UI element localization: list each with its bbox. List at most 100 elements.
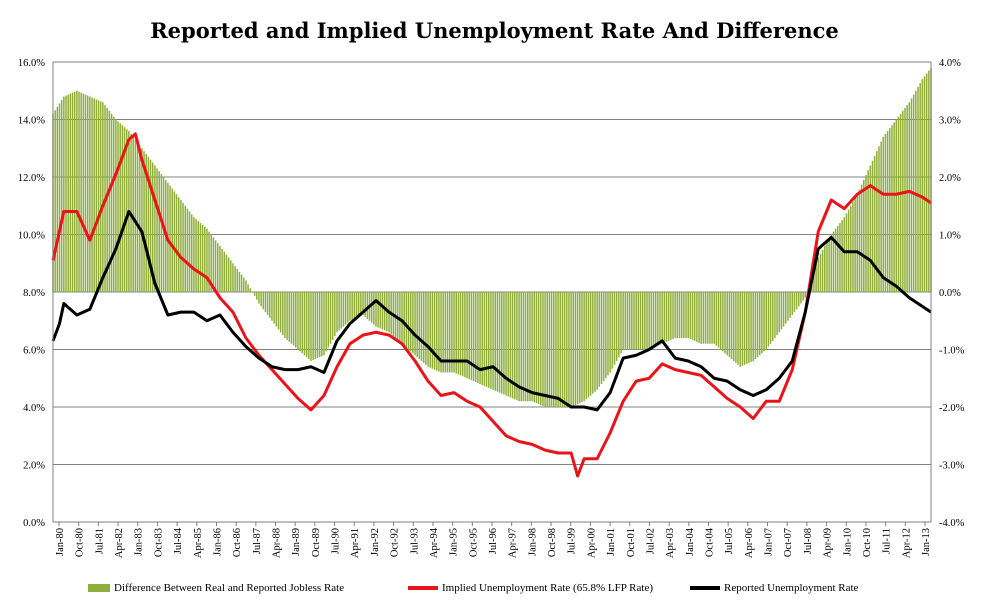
difference-bar (253, 292, 256, 296)
difference-bar (175, 194, 178, 292)
difference-bar (555, 292, 557, 407)
x-tick-label: Jul-02 (645, 528, 656, 554)
difference-bar (492, 292, 494, 390)
difference-bar (429, 292, 431, 368)
difference-bar (509, 292, 512, 398)
difference-bar (626, 292, 629, 350)
difference-bar (188, 211, 191, 292)
difference-bar (496, 292, 499, 392)
difference-bar (756, 292, 759, 358)
difference-bar (611, 292, 614, 369)
difference-bar (340, 292, 343, 329)
difference-bar (568, 292, 570, 407)
difference-bar (902, 110, 904, 293)
difference-bar (544, 292, 546, 407)
difference-bar (854, 198, 856, 292)
difference-bar (613, 292, 616, 365)
difference-bar (407, 292, 410, 350)
difference-bar (676, 292, 679, 338)
difference-bar (693, 292, 696, 341)
difference-bar (405, 292, 408, 348)
line-series (51, 132, 932, 478)
x-tick-label: Apr-00 (586, 528, 597, 558)
difference-bar (396, 292, 399, 340)
difference-bar (305, 292, 308, 358)
difference-bar (557, 292, 559, 407)
difference-bar (763, 292, 765, 352)
x-tick-label: Jan-80 (55, 528, 66, 556)
difference-bar (210, 234, 213, 292)
difference-bar (602, 292, 605, 382)
difference-bar (893, 122, 895, 293)
difference-bar (230, 260, 232, 293)
difference-bar (366, 292, 369, 319)
difference-bar (537, 292, 540, 405)
difference-bar (589, 292, 592, 396)
difference-bar (678, 292, 681, 338)
difference-bar (889, 128, 891, 293)
x-tick-label: Jul-93 (409, 528, 420, 554)
x-tick-label: Jan-07 (764, 528, 775, 556)
difference-bar (303, 292, 306, 356)
y-right-tick-label: -2.0% (939, 403, 965, 414)
x-tick-label: Jan-13 (921, 528, 932, 556)
difference-bar (383, 292, 386, 331)
difference-bar (123, 127, 126, 292)
difference-bar (136, 142, 139, 292)
difference-bar (520, 292, 523, 402)
difference-bar (208, 231, 210, 293)
difference-bar (906, 105, 908, 293)
difference-bar (487, 292, 490, 388)
difference-bar (813, 270, 815, 292)
difference-bar (331, 292, 334, 340)
difference-bar (748, 292, 750, 363)
difference-bar (481, 292, 484, 385)
difference-bar (401, 292, 403, 344)
difference-bar (711, 292, 713, 344)
difference-bar (245, 280, 247, 292)
difference-bar (190, 214, 193, 293)
y-right-tick-label: 0.0% (939, 288, 961, 299)
difference-bar (73, 91, 76, 293)
difference-bar (780, 292, 783, 330)
difference-bar (735, 292, 737, 363)
difference-bar (197, 221, 200, 292)
difference-bar (138, 145, 141, 293)
difference-bar (724, 292, 726, 354)
difference-bar (477, 292, 479, 384)
x-tick-label: Oct-95 (468, 528, 479, 557)
difference-bar (89, 96, 91, 292)
difference-bar (290, 292, 293, 344)
difference-bar (553, 292, 555, 407)
difference-bar (212, 237, 215, 293)
difference-bar (680, 292, 683, 338)
difference-bar (416, 292, 418, 358)
difference-bar (58, 103, 61, 293)
difference-bar (279, 292, 282, 333)
difference-bar (219, 246, 221, 292)
difference-bar (193, 217, 195, 292)
difference-bar (702, 292, 705, 344)
axes: 0.0% 2.0% 4.0% 6.0% 8.0% 10.0% 12.0% 14.0% 16.0%… (18, 58, 965, 558)
difference-bar (158, 171, 160, 292)
difference-bar (501, 292, 503, 394)
difference-bar (533, 292, 536, 403)
difference-bar (269, 292, 271, 318)
difference-bar (284, 292, 286, 338)
x-tick-label: Jul-05 (724, 528, 735, 554)
difference-bar (654, 292, 657, 347)
x-tick-label: Oct-83 (153, 528, 164, 557)
difference-bar (171, 188, 173, 292)
difference-bar (262, 292, 265, 310)
difference-bar (828, 238, 830, 292)
difference-bar (494, 292, 497, 391)
y-right-tick-label: 4.0% (939, 58, 961, 69)
difference-bar (203, 226, 206, 292)
x-tick-label: Oct-10 (862, 528, 873, 557)
difference-bar (841, 220, 843, 293)
difference-bar (641, 292, 644, 350)
difference-bar (234, 266, 236, 293)
difference-bar (659, 292, 661, 345)
difference-bar (308, 292, 310, 360)
